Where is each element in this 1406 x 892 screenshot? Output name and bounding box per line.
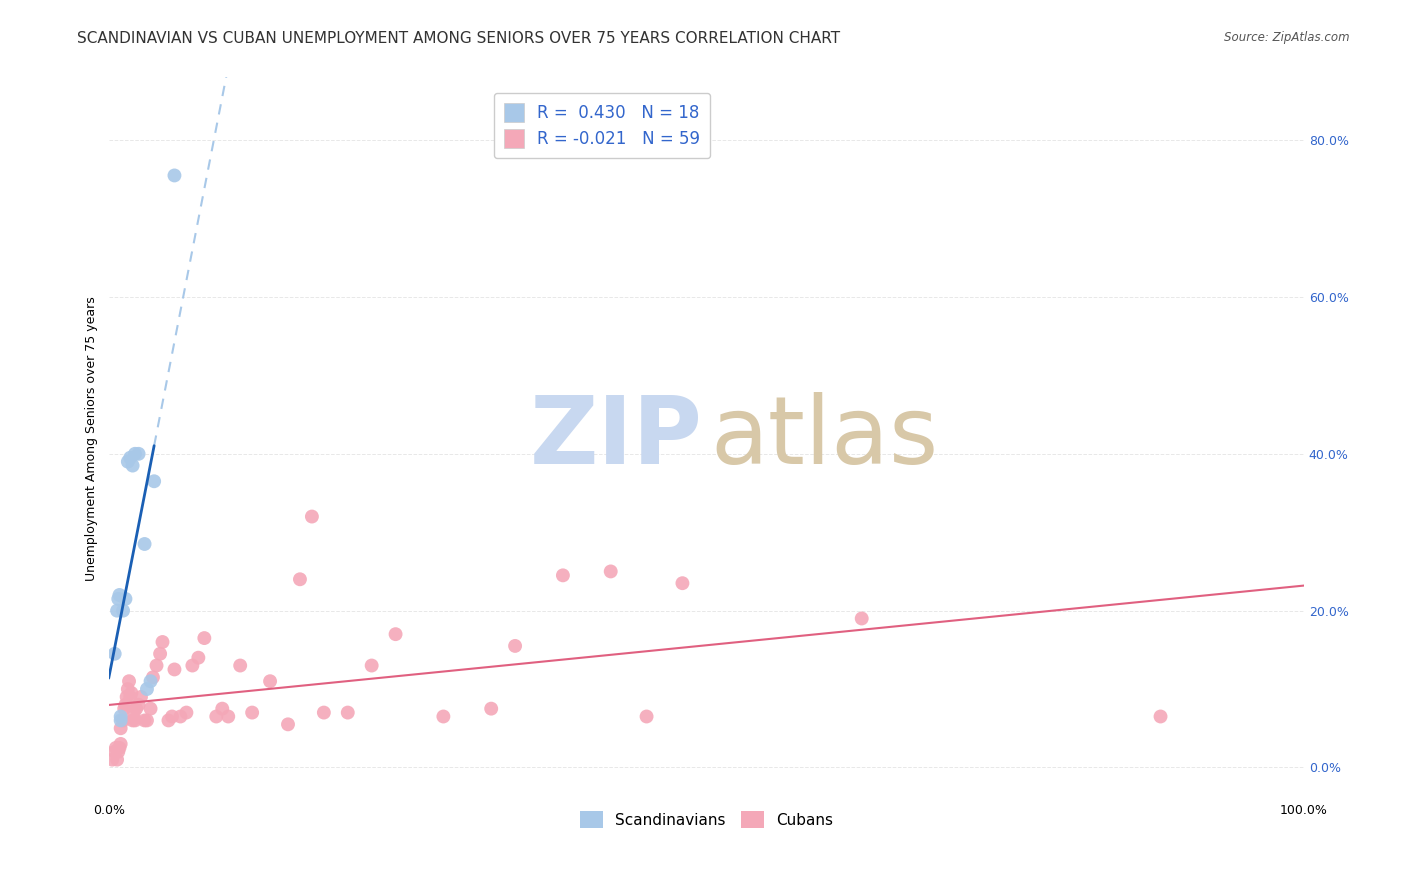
Point bbox=[112, 701, 135, 715]
Point bbox=[110, 721, 132, 735]
Point bbox=[217, 709, 239, 723]
Point bbox=[122, 706, 145, 720]
Point bbox=[104, 745, 127, 759]
Point bbox=[139, 674, 162, 689]
Point bbox=[108, 588, 131, 602]
Point bbox=[101, 753, 124, 767]
Point bbox=[104, 740, 127, 755]
Point bbox=[105, 753, 128, 767]
Point bbox=[128, 698, 150, 712]
Point bbox=[129, 690, 152, 704]
Point bbox=[163, 663, 186, 677]
Point bbox=[142, 670, 165, 684]
Point bbox=[259, 674, 281, 689]
Point bbox=[115, 690, 138, 704]
Point bbox=[104, 647, 127, 661]
Y-axis label: Unemployment Among Seniors over 75 years: Unemployment Among Seniors over 75 years bbox=[86, 296, 98, 581]
Point bbox=[105, 604, 128, 618]
Point bbox=[599, 565, 621, 579]
Point bbox=[112, 714, 135, 728]
Point bbox=[193, 631, 215, 645]
Point bbox=[163, 169, 186, 183]
Point bbox=[636, 709, 658, 723]
Point bbox=[187, 650, 209, 665]
Text: Source: ZipAtlas.com: Source: ZipAtlas.com bbox=[1225, 31, 1350, 45]
Point bbox=[205, 709, 228, 723]
Point bbox=[125, 701, 148, 715]
Point bbox=[181, 658, 204, 673]
Point bbox=[240, 706, 263, 720]
Point bbox=[114, 698, 136, 712]
Point bbox=[124, 447, 146, 461]
Point bbox=[117, 681, 139, 696]
Text: atlas: atlas bbox=[710, 392, 938, 484]
Point bbox=[551, 568, 574, 582]
Point bbox=[134, 537, 156, 551]
Point bbox=[110, 709, 132, 723]
Point bbox=[110, 737, 132, 751]
Point bbox=[107, 591, 129, 606]
Point bbox=[211, 701, 233, 715]
Point bbox=[121, 714, 143, 728]
Point bbox=[851, 611, 873, 625]
Point bbox=[117, 455, 139, 469]
Point bbox=[145, 658, 167, 673]
Point bbox=[157, 714, 180, 728]
Point bbox=[121, 458, 143, 473]
Point bbox=[152, 635, 174, 649]
Point bbox=[229, 658, 252, 673]
Point bbox=[107, 745, 129, 759]
Point bbox=[160, 709, 183, 723]
Point bbox=[112, 604, 135, 618]
Point bbox=[134, 714, 156, 728]
Point bbox=[360, 658, 382, 673]
Point bbox=[169, 709, 191, 723]
Point bbox=[120, 690, 142, 704]
Text: SCANDINAVIAN VS CUBAN UNEMPLOYMENT AMONG SENIORS OVER 75 YEARS CORRELATION CHART: SCANDINAVIAN VS CUBAN UNEMPLOYMENT AMONG… bbox=[77, 31, 841, 46]
Point bbox=[312, 706, 335, 720]
Text: ZIP: ZIP bbox=[530, 392, 703, 484]
Point bbox=[128, 447, 150, 461]
Point bbox=[336, 706, 359, 720]
Point bbox=[120, 686, 142, 700]
Point bbox=[176, 706, 198, 720]
Point bbox=[136, 714, 159, 728]
Point bbox=[1149, 709, 1171, 723]
Point bbox=[277, 717, 299, 731]
Point bbox=[288, 572, 311, 586]
Point bbox=[124, 714, 146, 728]
Point bbox=[301, 509, 323, 524]
Point bbox=[503, 639, 526, 653]
Point bbox=[149, 647, 172, 661]
Point bbox=[432, 709, 454, 723]
Point bbox=[139, 701, 162, 715]
Point bbox=[143, 475, 166, 489]
Point bbox=[479, 701, 502, 715]
Point bbox=[110, 714, 132, 728]
Legend: Scandinavians, Cubans: Scandinavians, Cubans bbox=[574, 805, 839, 835]
Point bbox=[136, 681, 159, 696]
Point bbox=[120, 450, 142, 465]
Point bbox=[114, 591, 136, 606]
Point bbox=[384, 627, 406, 641]
Point bbox=[108, 740, 131, 755]
Point bbox=[671, 576, 693, 591]
Point bbox=[118, 674, 141, 689]
